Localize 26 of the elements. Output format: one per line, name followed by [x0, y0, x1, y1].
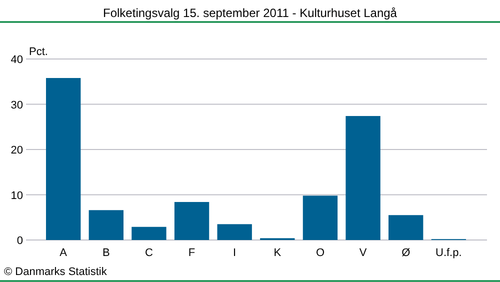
bar [217, 224, 252, 240]
y-tick-label: 0 [16, 235, 23, 247]
x-tick-label: A [60, 247, 68, 259]
bar [346, 116, 380, 240]
x-tick-label: B [102, 247, 110, 259]
text: © Danmarks Statistik [4, 266, 108, 278]
bar [174, 202, 210, 240]
bar [88, 210, 124, 240]
x-tick-label: K [274, 247, 282, 259]
x-tick-label: O [316, 247, 325, 259]
x-tick-label: I [233, 247, 236, 259]
bar [132, 226, 166, 240]
y-tick-label: 10 [10, 190, 23, 202]
y-tick-label: 30 [10, 99, 23, 112]
x-tick-label: V [359, 247, 368, 259]
x-tick-label: F [188, 247, 196, 259]
x-tick-label: U.f.p. [436, 247, 462, 259]
bar [388, 215, 424, 240]
x-tick-label: Ø [402, 247, 411, 259]
y-tick-label: 20 [10, 144, 23, 156]
x-tick-label: C [144, 247, 153, 259]
bar [46, 78, 81, 240]
y-axis-title: Pct. [29, 46, 48, 58]
y-tick-label: 40 [10, 54, 23, 66]
chart-title: Folketingsvalg 15. september 2011 - Kulturhuset Langå [103, 6, 398, 20]
bar [302, 196, 338, 240]
